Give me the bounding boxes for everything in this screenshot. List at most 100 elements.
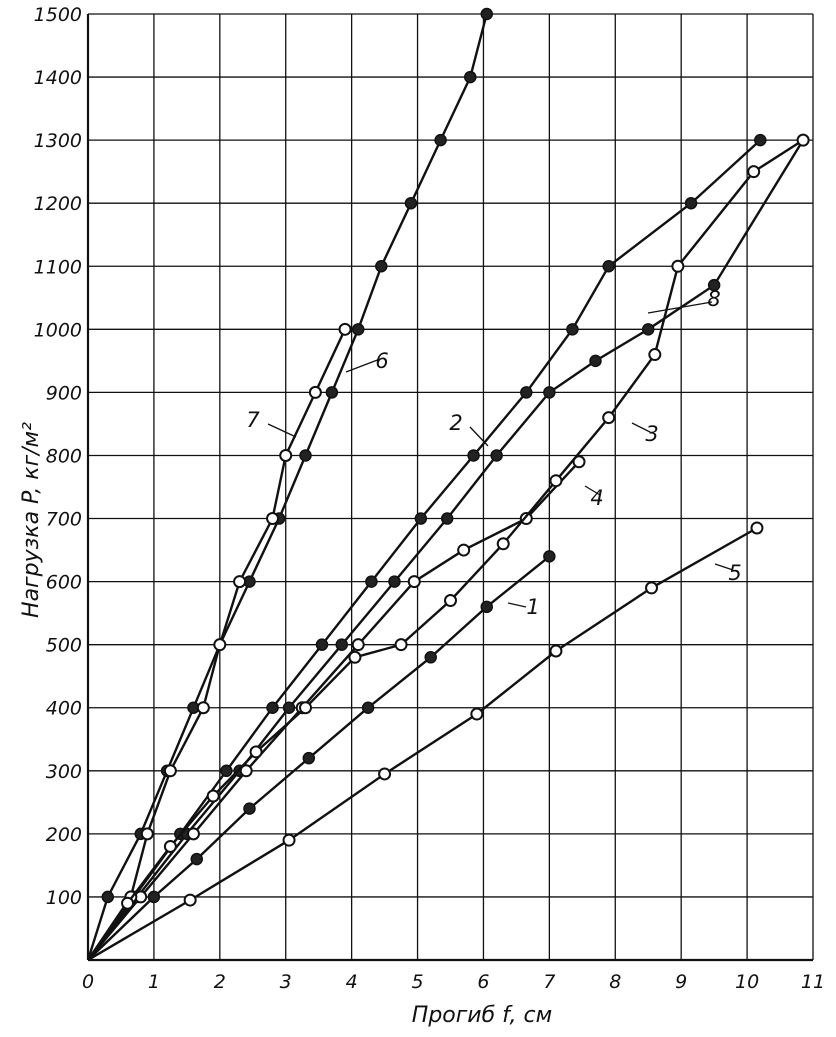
data-point-series-1 (302, 751, 316, 765)
y-tick-label: 700 (46, 509, 82, 531)
x-tick-label: 7 (543, 971, 555, 993)
data-point-series-3 (641, 323, 655, 336)
series-5 (87, 521, 764, 962)
data-point-series-6 (404, 196, 418, 210)
data-point-series-7 (308, 385, 322, 399)
data-point-series-1 (361, 701, 375, 714)
data-point-series-2 (467, 449, 480, 462)
x-tick-label: 1 (148, 971, 160, 993)
data-point-series-4 (572, 455, 586, 469)
series-1 (87, 550, 556, 961)
data-point-series-8 (348, 650, 362, 664)
y-tick-label: 500 (46, 635, 82, 657)
data-point-series-8 (496, 537, 510, 551)
y-tick-label: 1200 (34, 193, 82, 215)
data-point-series-4 (457, 543, 471, 557)
data-point-series-4 (239, 764, 253, 778)
data-point-series-6 (351, 323, 365, 336)
data-point-series-8 (249, 745, 263, 759)
series-layer (86, 7, 810, 962)
y-tick-label: 1100 (34, 256, 82, 278)
data-point-series-6 (299, 449, 312, 462)
data-point-series-5 (549, 644, 563, 658)
x-tick-label: 10 (735, 971, 759, 993)
data-point-series-7 (338, 322, 352, 336)
data-point-series-3 (707, 278, 721, 292)
data-point-series-6 (101, 890, 115, 904)
data-point-series-4 (351, 638, 365, 652)
data-point-series-4 (407, 575, 421, 589)
y-tick-label: 1400 (34, 67, 82, 89)
data-point-series-8 (648, 348, 662, 362)
data-point-series-2 (266, 701, 279, 714)
x-tick-label: 9 (675, 971, 687, 993)
x-tick-label: 8 (609, 971, 621, 993)
data-point-series-6 (434, 133, 447, 147)
data-point-series-2 (754, 133, 767, 147)
data-point-series-2 (602, 260, 615, 273)
series-label-leader-7 (267, 423, 297, 438)
data-point-series-7 (233, 575, 247, 589)
data-point-series-2 (414, 512, 428, 525)
data-point-series-7 (279, 448, 293, 462)
data-point-series-1 (543, 550, 556, 563)
data-point-series-5 (470, 707, 484, 721)
data-point-series-2 (315, 638, 329, 651)
y-tick-label: 400 (46, 698, 82, 720)
y-tick-label: 300 (46, 761, 82, 783)
y-tick-label: 100 (46, 887, 82, 909)
series-label-leader-1 (507, 602, 527, 608)
data-point-series-3 (388, 575, 401, 588)
series-label-7: 7 (246, 408, 260, 432)
data-point-series-6 (480, 7, 493, 21)
series-label-4: 4 (590, 486, 603, 510)
y-tick-label: 1300 (34, 130, 82, 152)
x-tick-label: 4 (346, 971, 358, 993)
series-label-8: 8 (707, 287, 720, 311)
data-point-series-5 (183, 893, 197, 907)
data-point-series-8 (747, 165, 761, 179)
x-tick-label: 0 (82, 971, 94, 993)
series-label-6: 6 (375, 349, 388, 373)
x-tick-label: 3 (280, 971, 292, 993)
data-point-series-1 (190, 852, 203, 866)
y-tick-label: 800 (46, 445, 82, 467)
data-point-series-8 (796, 133, 810, 147)
data-point-series-8 (602, 411, 616, 425)
series-label-leader-8 (647, 301, 713, 314)
series-7 (87, 322, 352, 961)
axis-layer (86, 14, 813, 962)
y-tick-label: 200 (46, 824, 82, 846)
series-label-leader-5 (714, 563, 734, 571)
data-point-series-8 (206, 789, 220, 803)
data-point-series-2 (684, 196, 698, 210)
y-tick-label: 600 (46, 572, 82, 594)
y-tick-label: 900 (46, 382, 82, 404)
data-point-series-1 (424, 651, 437, 664)
x-tick-label: 5 (411, 971, 423, 993)
data-point-series-1 (480, 600, 493, 614)
data-point-series-3 (490, 449, 503, 462)
data-point-series-5 (750, 521, 764, 535)
series-line-3 (87, 139, 805, 961)
data-point-series-5 (282, 833, 296, 847)
y-axis-title: Нагрузка P, кг/м² (19, 422, 44, 618)
data-point-series-2 (566, 323, 579, 336)
grid-layer (88, 13, 814, 960)
data-point-series-7 (266, 512, 280, 526)
data-point-series-7 (163, 764, 177, 778)
series-label-5: 5 (728, 561, 741, 585)
data-point-series-3 (335, 638, 348, 651)
x-tick-label: 11 (801, 971, 825, 993)
series-line-2 (87, 139, 762, 961)
y-tick-label: 1500 (34, 4, 82, 26)
data-point-series-2 (365, 575, 378, 588)
x-tick-label: 2 (214, 971, 226, 993)
series-line-6 (86, 13, 488, 961)
series-label-leader-2 (469, 426, 489, 447)
data-point-series-7 (213, 638, 227, 652)
data-point-series-5 (378, 767, 392, 781)
data-point-series-3 (543, 386, 556, 399)
